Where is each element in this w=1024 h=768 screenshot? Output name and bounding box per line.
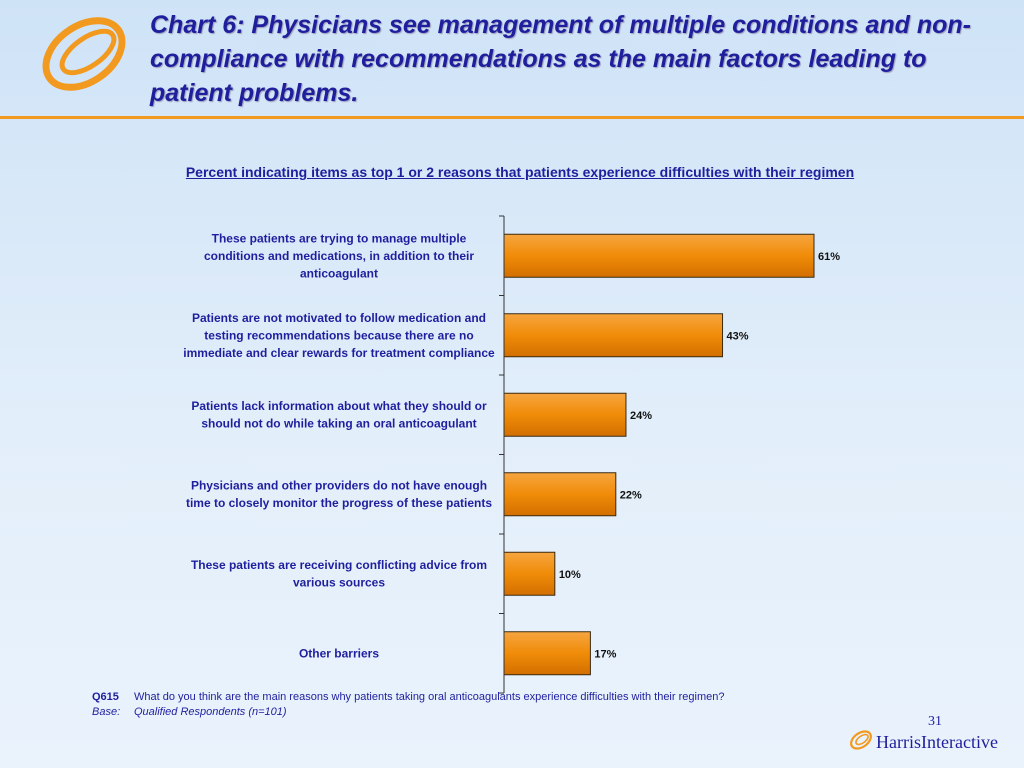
footnote: Q615 What do you think are the main reaso… (92, 690, 852, 720)
harris-swirl-logo-icon (42, 17, 126, 91)
category-label-line: Physicians and other providers do not ha… (191, 479, 487, 493)
value-label-2: 43% (727, 330, 749, 342)
slide-title: Chart 6: Physicians see management of mu… (150, 11, 971, 107)
bar-6 (503, 631, 591, 676)
base-line: Base: Qualified Respondents (n=101) (92, 705, 852, 720)
category-label-4: Physicians and other providers do not ha… (186, 479, 492, 511)
value-label-5: 10% (559, 569, 581, 581)
category-label-line: Other barriers (299, 646, 379, 660)
base-text: Qualified Respondents (n=101) (134, 706, 287, 718)
category-label-5: These patients are receiving conflicting… (191, 558, 487, 590)
bar-4 (503, 472, 617, 517)
category-label-line: conditions and medications, in addition … (204, 249, 474, 263)
chart-title: Percent indicating items as top 1 or 2 r… (185, 164, 855, 180)
brand-wordmark: HarrisInteractive (876, 732, 998, 753)
question-code: Q615 (92, 691, 119, 703)
category-label-line: These patients are receiving conflicting… (191, 558, 487, 572)
bar-5 (503, 551, 556, 596)
value-label-6: 17% (594, 648, 616, 660)
category-label-line: various sources (293, 576, 385, 590)
brand-name-part1: Harris (876, 732, 921, 752)
value-label-1: 61% (818, 251, 840, 263)
category-label-line: should not do while taking an oral antic… (201, 417, 476, 431)
title-divider (0, 116, 1024, 119)
category-label-2: Patients are not motivated to follow med… (183, 311, 495, 360)
harris-interactive-brand: HarrisInteractive (848, 726, 1018, 756)
bar-3 (503, 392, 627, 437)
category-label-line: immediate and clear rewards for treatmen… (183, 346, 495, 360)
category-label-line: testing recommendations because there ar… (204, 328, 473, 342)
question-line: Q615 What do you think are the main reaso… (92, 690, 852, 705)
question-text: What do you think are the main reasons w… (134, 691, 725, 703)
category-label-3: Patients lack information about what the… (191, 399, 487, 431)
category-label-line: time to closely monitor the progress of … (186, 496, 492, 510)
bar-1 (503, 233, 815, 278)
page-number: 31 (928, 714, 942, 729)
brand-swirl-icon (850, 730, 872, 750)
category-label-1: These patients are trying to manage mult… (204, 231, 474, 280)
category-label-line: These patients are trying to manage mult… (212, 231, 467, 245)
category-label-line: Patients lack information about what the… (191, 399, 487, 413)
value-label-3: 24% (630, 410, 652, 422)
value-label-4: 22% (620, 489, 642, 501)
category-label-line: anticoagulant (300, 266, 378, 280)
brand-name-part2: Interactive (920, 732, 998, 752)
category-label-line: Patients are not motivated to follow med… (192, 311, 486, 325)
category-label-6: Other barriers (299, 646, 379, 660)
bar-2 (503, 313, 724, 358)
base-label: Base: (92, 706, 121, 718)
